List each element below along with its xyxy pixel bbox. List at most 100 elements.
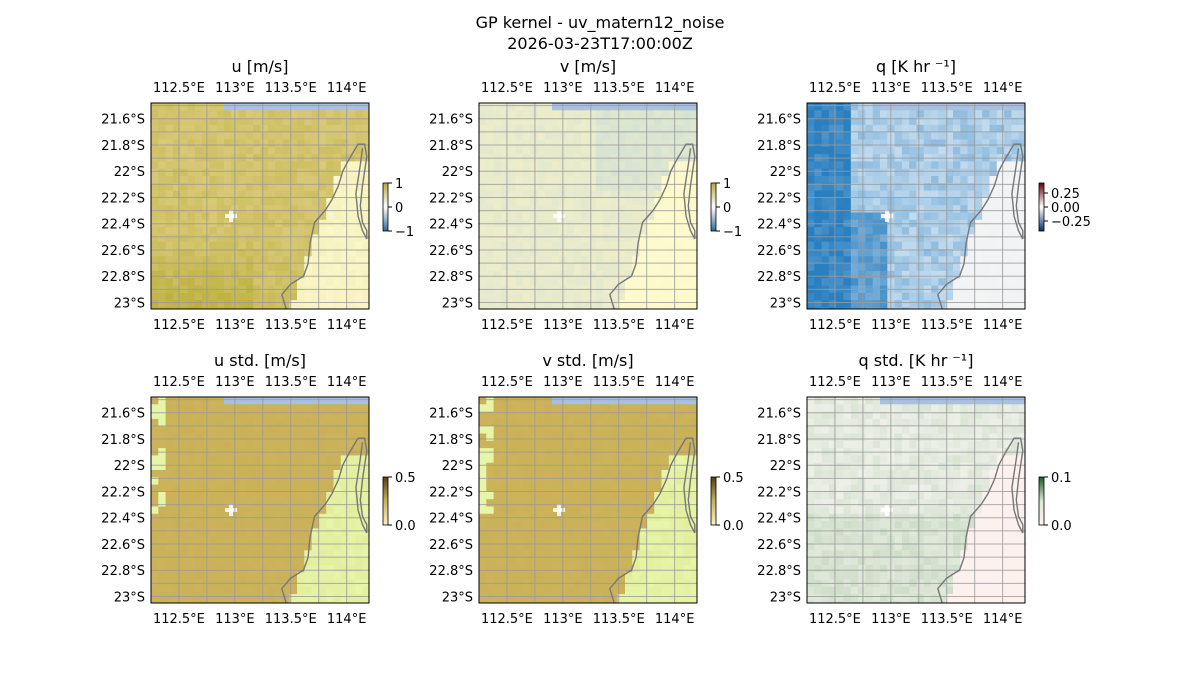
grid-cell (588, 212, 597, 221)
grid-cell (311, 256, 320, 264)
grid-cell (632, 278, 640, 286)
grid-cell (865, 470, 874, 478)
grid-cell (187, 594, 196, 602)
grid-cell (544, 433, 553, 442)
grid-cell (318, 110, 327, 118)
grid-cell (304, 397, 312, 405)
grid-cell (318, 550, 327, 558)
grid-cell (632, 572, 640, 580)
grid-cell (654, 455, 662, 464)
grid-cell (194, 205, 203, 213)
grid-cell (216, 404, 225, 412)
grid-cell (348, 499, 356, 507)
grid-cell (282, 455, 291, 464)
grid-cell (858, 168, 866, 177)
grid-cell (982, 256, 990, 264)
grid-cell (982, 477, 990, 485)
grid-cell (522, 418, 531, 427)
grid-cell (872, 307, 881, 309)
grid-cell (515, 499, 524, 507)
grid-cell (172, 477, 181, 485)
grid-cell (224, 440, 232, 449)
grid-cell (945, 455, 954, 464)
lat-tick-label: 22.4°S (101, 512, 145, 527)
grid-cell (646, 124, 655, 133)
grid-cell (151, 426, 159, 434)
grid-cell (340, 270, 349, 279)
grid-cell (880, 455, 888, 464)
grid-cell (974, 307, 983, 309)
grid-cell (500, 227, 509, 235)
grid-cell (654, 183, 662, 191)
grid-cell (923, 278, 932, 286)
grid-cell (836, 292, 844, 301)
grid-cell (858, 227, 866, 235)
grid-cell (180, 278, 188, 286)
panel-frame (478, 102, 698, 310)
grid-cell (355, 564, 364, 573)
grid-cell (500, 535, 509, 544)
grid-cell (581, 241, 589, 250)
grid-cell (1018, 256, 1025, 264)
grid-cell (194, 506, 203, 515)
grid-cell (552, 168, 560, 177)
figure-title: GP kernel - uv_matern12_noise (476, 13, 725, 33)
grid-cell (843, 124, 852, 133)
grid-cell (632, 292, 640, 301)
grid-cell (836, 103, 844, 111)
grid-cell (311, 278, 320, 286)
lon-tick-label-bottom: 113.5°E (593, 318, 645, 333)
grid-cell (938, 183, 947, 191)
grid-cell (617, 234, 626, 243)
grid-cell (500, 506, 509, 515)
grid-cell (588, 197, 597, 206)
grid-cell (639, 300, 648, 308)
grid-cell (552, 227, 560, 235)
grid-cell (537, 117, 546, 126)
grid-cell (625, 103, 633, 111)
grid-cell (260, 521, 269, 529)
grid-cell (690, 241, 697, 250)
grid-cell (530, 397, 538, 405)
grid-cell (566, 103, 575, 111)
grid-cell (654, 249, 662, 257)
grid-cell (209, 470, 218, 478)
grid-cell (814, 462, 822, 471)
grid-cell (544, 176, 553, 184)
grid-cell (187, 161, 196, 170)
grid-cell (245, 433, 254, 442)
lat-tick-label: 22.2°S (101, 485, 145, 500)
grid-cell (654, 278, 662, 286)
grid-cell (953, 132, 961, 140)
grid-cell (639, 197, 648, 206)
grid-cell (333, 241, 342, 250)
grid-cell (617, 307, 626, 309)
grid-cell (552, 557, 560, 566)
lat-tick-label: 21.8°S (101, 433, 145, 448)
grid-cell (573, 292, 582, 301)
grid-cell (493, 543, 502, 551)
grid-cell (311, 197, 320, 206)
grid-cell (297, 557, 305, 566)
grid-cell (289, 601, 298, 603)
grid-cell (690, 484, 697, 493)
grid-cell (530, 440, 538, 449)
grid-cell (996, 190, 1005, 199)
grid-cell (508, 535, 516, 544)
grid-cell (209, 499, 218, 507)
grid-cell (931, 307, 939, 309)
grid-cell (340, 110, 349, 118)
grid-cell (1004, 124, 1012, 133)
grid-cell (172, 506, 181, 515)
grid-cell (982, 234, 990, 243)
grid-cell (573, 594, 582, 602)
grid-cell (224, 418, 232, 427)
grid-cell (282, 491, 291, 500)
grid-cell (165, 477, 174, 485)
grid-cell (909, 190, 917, 199)
grid-cell (821, 139, 830, 148)
grid-cell (872, 263, 881, 272)
grid-cell (172, 397, 181, 405)
grid-cell (828, 470, 837, 478)
grid-cell (573, 117, 582, 126)
